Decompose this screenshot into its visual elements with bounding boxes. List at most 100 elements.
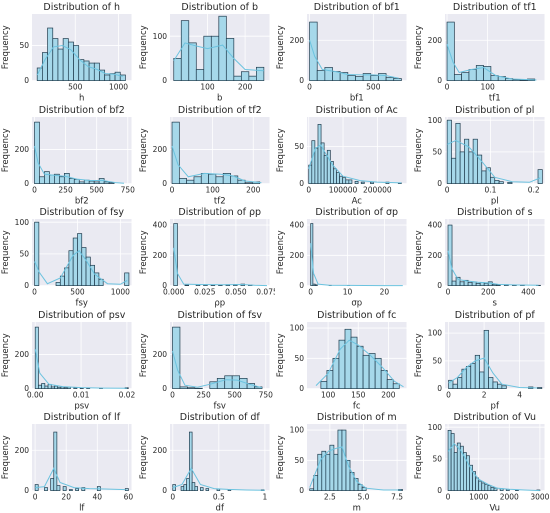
plot-area [444, 14, 544, 81]
histogram-bar [501, 385, 507, 389]
chart-panel-4: 0 250 500 750 0 200 Distribution of bf2 bf2 Freq… [1, 105, 136, 206]
x-tick-label: 0.5 [212, 493, 224, 502]
x-tick-label: 5.0 [358, 493, 370, 502]
y-axis-label: Frequency [1, 25, 11, 69]
histogram-bar [467, 282, 472, 287]
y-tick-label: 100 [152, 32, 167, 41]
histogram-bar [103, 181, 110, 184]
histogram-bar [52, 38, 59, 81]
histogram-bar [347, 75, 356, 81]
x-tick-label: 2.5 [324, 493, 336, 502]
x-tick-label: 0 [444, 185, 449, 194]
y-axis-label: Frequency [276, 25, 286, 69]
y-tick-label: 400 [290, 221, 305, 230]
histogram-bar [172, 58, 182, 81]
x-tick-label: 750 [121, 185, 136, 194]
kde-line [310, 243, 403, 287]
histogram-bar [93, 181, 100, 184]
x-axis-label: pl [490, 196, 498, 205]
x-tick-label: 0.000 [162, 288, 184, 297]
kde-line [446, 44, 536, 81]
histogram-bar [244, 181, 253, 184]
histogram-bar [469, 363, 476, 389]
chart-title: Distribution of pf [454, 310, 535, 321]
histogram-bar [172, 223, 178, 287]
x-tick-label: 750 [258, 390, 273, 399]
histogram-bar [459, 281, 464, 287]
plot-area [169, 219, 269, 286]
histogram-bar [240, 71, 249, 81]
histogram-bar [210, 35, 219, 81]
y-tick-label: 0 [162, 384, 167, 393]
kde-line [171, 145, 261, 183]
histogram-bar [73, 178, 80, 184]
y-axis-label: Frequency [139, 231, 149, 275]
x-tick-label: 500 [366, 83, 381, 92]
chart-panel-18: 2.5 5.0 7.5 0 50 100 Distribution of m m Frequen… [276, 412, 407, 513]
histogram-bar [41, 382, 46, 389]
x-tick-label: 500 [68, 83, 83, 92]
x-axis-label: fsy [76, 299, 88, 308]
histogram-bar [492, 381, 498, 389]
histogram-bar [68, 489, 73, 492]
y-tick-label: 0 [24, 487, 29, 496]
histogram-bar [320, 380, 328, 389]
histogram-bar [200, 172, 209, 184]
y-tick-label: 50 [19, 250, 29, 259]
histogram-bar [337, 430, 343, 492]
y-tick-label: 0 [24, 281, 29, 290]
histogram-bar [104, 74, 111, 81]
histogram-bar [108, 181, 115, 184]
x-tick-label: 250 [196, 390, 211, 399]
y-axis-label: Frequency [414, 436, 424, 480]
histogram-bar [34, 222, 40, 287]
histogram-bar [124, 488, 129, 492]
histogram-bar [171, 326, 180, 389]
kde-line [171, 350, 262, 388]
histogram-bar [223, 375, 233, 389]
x-axis-label: psv [74, 401, 89, 410]
kde-line [34, 349, 127, 389]
x-tick-label: 0 [33, 493, 38, 502]
x-tick-label: 100000 [329, 185, 358, 194]
x-tick-label: 0.1 [484, 185, 496, 194]
y-tick-label: 200 [152, 350, 167, 359]
x-axis-label: b [217, 94, 222, 103]
y-tick-label: 200 [427, 36, 442, 45]
histogram-bar [215, 176, 224, 184]
histogram-bar [475, 283, 481, 287]
chart-panel-7: 0 0.1 0.2 0 50 100 Distribution of pl pl Frequen… [414, 105, 544, 205]
chart-panel-6: 0 100000 200000 0 50 Distribution of Ac Ac Freq… [276, 105, 407, 205]
histogram-bar [493, 179, 499, 184]
y-tick-label: 50 [294, 142, 304, 151]
histogram-bar [485, 166, 491, 184]
histogram-bar [447, 430, 451, 492]
histogram-bar [329, 445, 335, 492]
y-tick-label: 50 [432, 356, 442, 365]
kde-line [315, 339, 404, 388]
x-tick-label: 400 [521, 288, 536, 297]
histogram-bar [188, 432, 192, 492]
y-tick-label: 100 [290, 323, 305, 332]
y-tick-label: 0 [162, 76, 167, 85]
y-axis-label: Frequency [1, 128, 11, 172]
chart-panel-8: 0 500 1000 0 50 100 Distribution of fsy fsy Freq… [1, 207, 132, 308]
chart-title: Distribution of s [456, 207, 532, 218]
histogram-bar [231, 375, 240, 389]
histogram-bar [88, 180, 95, 184]
y-axis-label: Frequency [414, 333, 424, 377]
chart-panel-5: 0 100 200 0 200 Distribution of tf2 tf2 Frequen… [139, 105, 269, 205]
y-tick-label: 200 [427, 251, 442, 260]
y-tick-label: 0 [24, 179, 29, 188]
histogram-bar [316, 70, 326, 81]
plot-area [444, 219, 544, 286]
chart-panel-1: 100 200 0 100 Distribution of b b Frequency [139, 2, 269, 103]
histogram-bar [93, 62, 100, 81]
histogram-bar [64, 267, 70, 287]
histogram-bar [491, 284, 497, 287]
y-tick-label: 200 [290, 251, 305, 260]
histogram-bar [344, 328, 352, 389]
histogram-bar [483, 283, 489, 287]
y-tick-label: 0 [162, 487, 167, 496]
x-axis-label: pf [490, 401, 499, 410]
